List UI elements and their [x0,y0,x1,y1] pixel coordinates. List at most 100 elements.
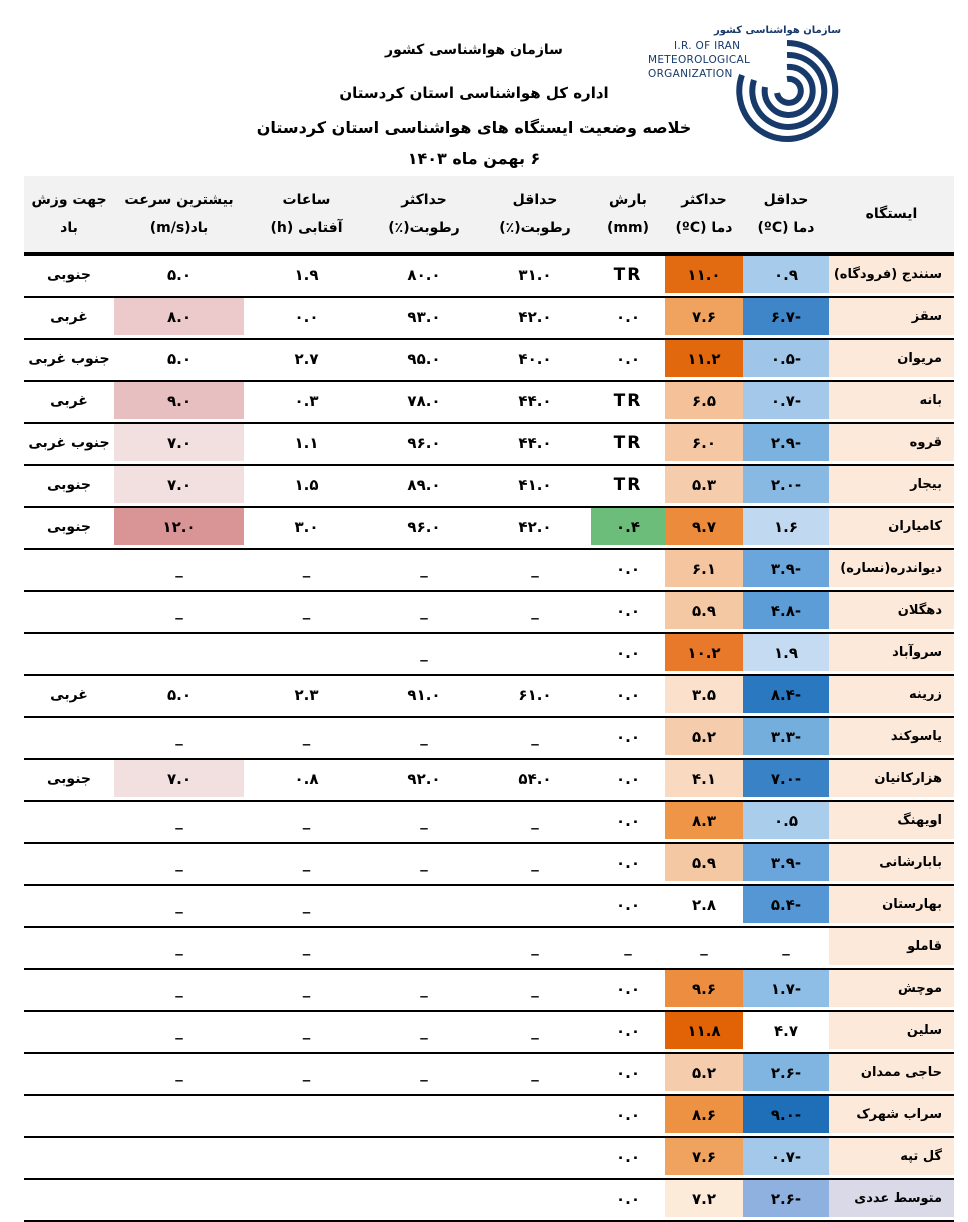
col-station: ایستگاه [829,176,954,256]
hmax-cell: ۹۵.۰ [369,339,479,382]
hmax-cell: _ [369,633,479,676]
station-cell: مریوان [829,339,954,382]
sun-cell: ۲.۷ [244,339,369,382]
tmax-cell: ۷.۶ [665,297,743,340]
wind-direction-cell [24,591,114,634]
col-tmax: حداکثر دما (ºC) [665,176,743,256]
station-cell: دیواندره(نساره) [829,549,954,592]
tmax-cell: ۱۰.۲ [665,633,743,676]
precip-cell: ۰.۰ [591,297,665,340]
tmax-cell: ۸.۶ [665,1095,743,1138]
table-row: دهگلان -۴.۸ ۵.۹ ۰.۰ _ _ _ _ [24,591,954,634]
tmin-cell: ۰.۵ [743,801,829,844]
precip-cell: _ [591,927,665,970]
precip-cell: ۰.۰ [591,591,665,634]
precip-cell: ۰.۰ [591,1179,665,1222]
wind-cell: ۷.۰ [114,465,244,508]
sun-cell: ۰.۸ [244,759,369,802]
sun-cell: _ [244,885,369,928]
wind-cell: _ [114,1053,244,1096]
tmin-cell: -۴.۸ [743,591,829,634]
table-row: بیجار -۲.۰ ۵.۳ TR ۴۱.۰ ۸۹.۰ ۱.۵ ۷.۰ جنوبی [24,465,954,508]
precip-cell: ۰.۰ [591,969,665,1012]
precip-cell: ۰.۰ [591,549,665,592]
col-hmax: حداکثر رطوبت(٪) [369,176,479,256]
table-header-row: ایستگاه حداقل دما (ºC) حداکثر دما (ºC) بار… [24,176,954,256]
hmin-cell: ۴۲.۰ [479,507,591,550]
tmax-cell: ۹.۷ [665,507,743,550]
tmin-cell: -۳.۹ [743,549,829,592]
table-row: گل تپه -۰.۷ ۷.۶ ۰.۰ [24,1137,954,1180]
wind-cell [114,1179,244,1222]
tmax-cell: ۳.۵ [665,675,743,718]
tmin-cell: _ [743,927,829,970]
hmin-cell [479,1137,591,1180]
wind-cell [114,1095,244,1138]
sun-cell: _ [244,1053,369,1096]
table-row: سروآباد ۱.۹ ۱۰.۲ ۰.۰ _ [24,633,954,676]
hmin-cell: ۶۱.۰ [479,675,591,718]
hmin-cell: ۴۴.۰ [479,381,591,424]
hmin-cell: _ [479,1053,591,1096]
tmin-cell: -۷.۰ [743,759,829,802]
tmin-cell: -۲.۶ [743,1053,829,1096]
station-cell: دهگلان [829,591,954,634]
tmax-cell: ۶.۵ [665,381,743,424]
precip-cell: TR [591,465,665,508]
wind-cell: _ [114,591,244,634]
table-row: سنندج (فرودگاه) ۰.۹ ۱۱.۰ TR ۳۱.۰ ۸۰.۰ ۱.۹ ۵.۰ جن… [24,254,954,298]
station-cell: سلین [829,1011,954,1054]
precip-cell: TR [591,381,665,424]
table-row: یاسوکند -۳.۳ ۵.۲ ۰.۰ _ _ _ _ [24,717,954,760]
hmin-cell: _ [479,717,591,760]
precip-cell: ۰.۰ [591,1137,665,1180]
tmin-cell: ۴.۷ [743,1011,829,1054]
wind-cell: ۵.۰ [114,254,244,298]
hmax-cell: ۹۶.۰ [369,507,479,550]
tmin-cell: ۱.۹ [743,633,829,676]
wind-direction-cell: غربی [24,675,114,718]
precip-cell: ۰.۰ [591,801,665,844]
station-cell: اویهنگ [829,801,954,844]
tmax-cell: ۶.۰ [665,423,743,466]
hmax-cell: _ [369,801,479,844]
precip-cell: ۰.۰ [591,339,665,382]
hmax-cell [369,885,479,928]
hmax-cell [369,1179,479,1222]
col-wind: بیشترین سرعت باد(m/s) [114,176,244,256]
precip-cell: ۰.۰ [591,717,665,760]
wind-direction-cell [24,1179,114,1222]
station-cell: سراب شهرک [829,1095,954,1138]
wind-direction-cell [24,1095,114,1138]
station-cell: موچش [829,969,954,1012]
sun-cell: ۰.۰ [244,297,369,340]
table-row: مریوان -۰.۵ ۱۱.۲ ۰.۰ ۴۰.۰ ۹۵.۰ ۲.۷ ۵.۰ جنوب غربی [24,339,954,382]
hmax-cell: _ [369,843,479,886]
wind-cell: _ [114,885,244,928]
wind-cell: _ [114,927,244,970]
station-cell: سروآباد [829,633,954,676]
wind-direction-cell [24,549,114,592]
hmax-cell: ۹۱.۰ [369,675,479,718]
wind-direction-cell [24,843,114,886]
sun-cell: _ [244,549,369,592]
hmin-cell [479,633,591,676]
sun-cell: _ [244,801,369,844]
hmax-cell: ۹۳.۰ [369,297,479,340]
wind-cell: ۱۲.۰ [114,507,244,550]
wind-direction-cell: غربی [24,297,114,340]
wind-cell: ۵.۰ [114,675,244,718]
dept-title: اداره کل هواشناسی استان کردستان [339,84,609,102]
station-cell: متوسط عددی [829,1179,954,1222]
wind-cell [114,633,244,676]
hmin-cell: _ [479,843,591,886]
station-cell: بابارشانی [829,843,954,886]
tmin-cell: ۱.۶ [743,507,829,550]
table-row: حاجی ممدان -۲.۶ ۵.۲ ۰.۰ _ _ _ _ [24,1053,954,1096]
tmin-cell: -۲.۹ [743,423,829,466]
sun-cell: ۲.۳ [244,675,369,718]
meteorological-organization-logo: سازمان هواشناسی کشور I.R. OF IRAN METEOR… [644,20,844,150]
tmin-cell: -۹.۰ [743,1095,829,1138]
hmin-cell: ۴۰.۰ [479,339,591,382]
table-row: بابارشانی -۳.۹ ۵.۹ ۰.۰ _ _ _ _ [24,843,954,886]
